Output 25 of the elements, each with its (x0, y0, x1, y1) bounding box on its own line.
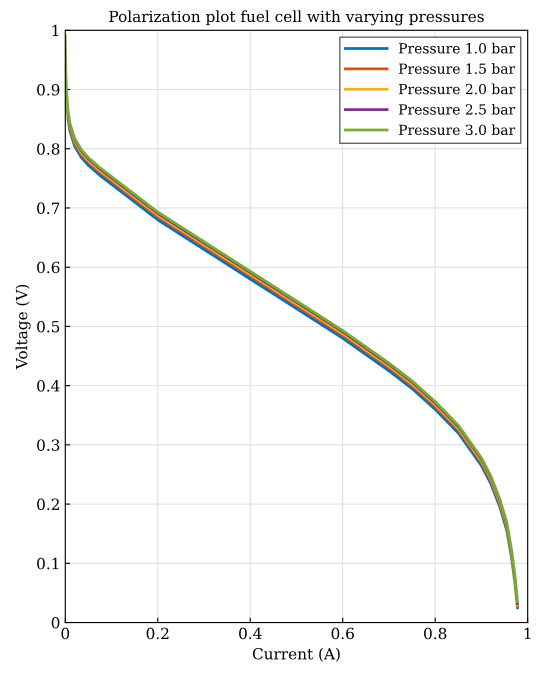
x-tick-label: 0.4 (239, 628, 262, 640)
x-tick-label: 0.2 (146, 628, 168, 640)
y-tick-label: 0.6 (37, 262, 60, 274)
y-tick-label: 0 (52, 616, 60, 629)
y-tick-label: 0.7 (37, 202, 60, 214)
x-axis-title: Current (A) (252, 648, 340, 662)
chart-title: Polarization plot fuel cell with varying pressures (109, 10, 484, 26)
y-axis-title: Voltage (V) (16, 284, 31, 370)
y-tick-label: 0.1 (37, 558, 58, 570)
y-tick-label: 0.8 (37, 143, 60, 155)
x-tick-label: 0.6 (332, 628, 354, 640)
x-tick-label: 0 (61, 628, 70, 640)
y-tick-label: 1 (52, 24, 58, 36)
x-tick-label: 1 (524, 628, 530, 639)
y-tick-label: 0.9 (37, 84, 60, 96)
y-tick-label: 0.5 (37, 320, 60, 332)
legend-label: Pressure 1.0 bar (398, 42, 516, 54)
legend-label: Pressure 1.5 bar (398, 63, 516, 74)
x-tick-label: 0.8 (424, 628, 446, 640)
legend-label: Pressure 3.0 bar (398, 124, 516, 136)
legend-label: Pressure 2.0 bar (398, 84, 516, 94)
legend-label: Pressure 2.5 bar (398, 104, 516, 115)
y-tick-label: 0.2 (37, 498, 59, 510)
y-tick-label: 0.4 (37, 380, 60, 392)
y-tick-label: 0.3 (37, 439, 60, 451)
